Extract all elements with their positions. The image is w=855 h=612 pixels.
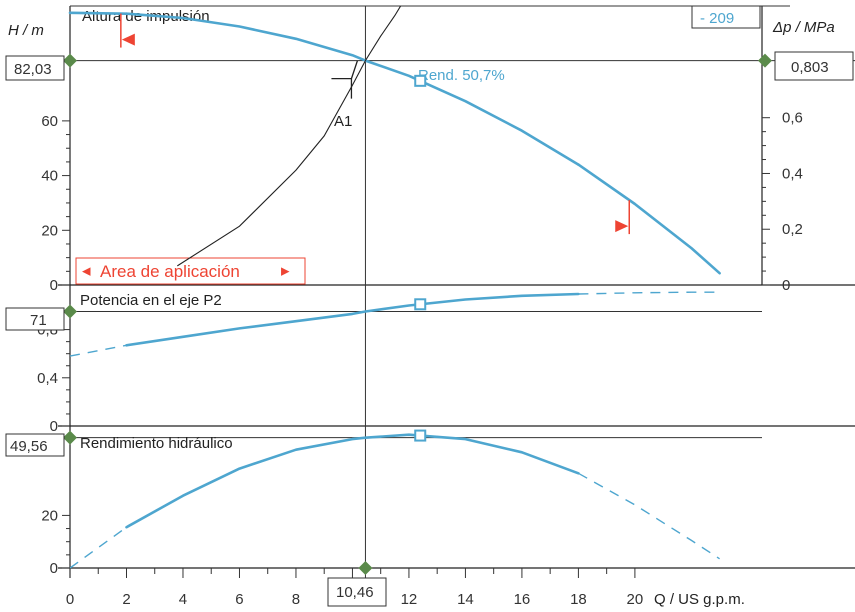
efficiency-curve	[125, 433, 580, 529]
curve-id-label: - 209	[700, 10, 734, 27]
y-tick-label-head-3: 60	[41, 113, 58, 130]
x-tick-label-9: 18	[570, 591, 587, 608]
efficiency-curve-ext-right	[578, 472, 720, 560]
flow-readout-diamond	[358, 561, 373, 575]
head-axis-label: H / m	[8, 22, 44, 39]
head-curve	[125, 12, 580, 166]
right-tick-label-1: 0,2	[782, 221, 803, 238]
y-tick-label-head-0: 0	[50, 277, 58, 294]
y-tick-label-head-2: 40	[41, 168, 58, 185]
rated-point-marker-0	[414, 74, 427, 87]
efficiency-annotation: Rend. 50,7%	[418, 67, 505, 84]
x-tick-label-10: 20	[627, 591, 644, 608]
efficiency-panel-title: Rendimiento hidráulico	[80, 435, 233, 452]
system-curve	[177, 6, 402, 267]
x-tick-label-3: 6	[235, 591, 243, 608]
efficiency-readout-value: 49,56	[10, 438, 48, 455]
rated-point-marker-1	[414, 298, 427, 311]
right-tick-label-0: 0	[782, 277, 790, 294]
x-tick-label-4: 8	[292, 591, 300, 608]
pressure-readout-diamond	[758, 53, 772, 68]
x-tick-label-0: 0	[66, 591, 74, 608]
flow-axis-label: Q / US g.p.m.	[654, 591, 745, 608]
y-tick-label-efficiency-1: 20	[41, 507, 58, 524]
head-curve-ext-right	[577, 163, 721, 275]
efficiency-curve-ext-left	[69, 526, 127, 569]
x-tick-label-1: 2	[122, 591, 130, 608]
flow-readout-value: 10,46	[336, 584, 374, 601]
head-readout-box	[5, 55, 65, 81]
pressure-readout-value: 0,803	[791, 59, 829, 76]
application-area-left-arrow: ◂	[82, 261, 91, 280]
x-tick-label-6: 12	[401, 591, 418, 608]
pressure-axis-label: Δp / MPa	[772, 19, 835, 36]
y-tick-label-efficiency-0: 0	[50, 560, 58, 577]
max-flow-flag	[615, 220, 629, 233]
y-tick-label-head-1: 20	[41, 222, 58, 239]
power-curve	[125, 292, 580, 347]
head-curve-ext-left	[68, 11, 128, 15]
flow-readout-box	[327, 577, 387, 607]
operating-point-symbol	[331, 60, 359, 99]
head-readout-diamond	[63, 53, 77, 68]
pressure-readout-box	[774, 51, 854, 81]
y-tick-label-power-1: 0,4	[37, 370, 58, 387]
power-panel-title: Potencia en el eje P2	[80, 292, 222, 309]
application-area-label: Area de aplicación	[100, 262, 240, 281]
right-tick-label-3: 0,6	[782, 110, 803, 127]
y-tick-label-power-0: 0	[50, 418, 58, 435]
power-readout-diamond	[63, 304, 77, 319]
right-tick-label-2: 0,4	[782, 165, 803, 182]
rated-point-marker-2	[414, 429, 427, 442]
efficiency-readout-diamond	[63, 430, 77, 445]
head-readout-value: 82,03	[14, 61, 52, 78]
operating-point-label: A1	[334, 113, 352, 130]
x-tick-label-8: 16	[514, 591, 531, 608]
x-tick-label-2: 4	[179, 591, 187, 608]
head-panel-title: Altura de impulsión	[82, 8, 210, 25]
power-curve-ext-right	[578, 291, 720, 295]
x-tick-label-7: 14	[457, 591, 474, 608]
min-flow-flag	[121, 33, 135, 46]
efficiency-readout-box	[5, 433, 65, 457]
power-curve-ext-left	[69, 344, 127, 357]
curve-id-box	[691, 5, 761, 29]
application-area-right-arrow: ▸	[281, 261, 290, 280]
power-readout-value: 71	[30, 312, 47, 329]
power-readout-box	[5, 307, 65, 331]
